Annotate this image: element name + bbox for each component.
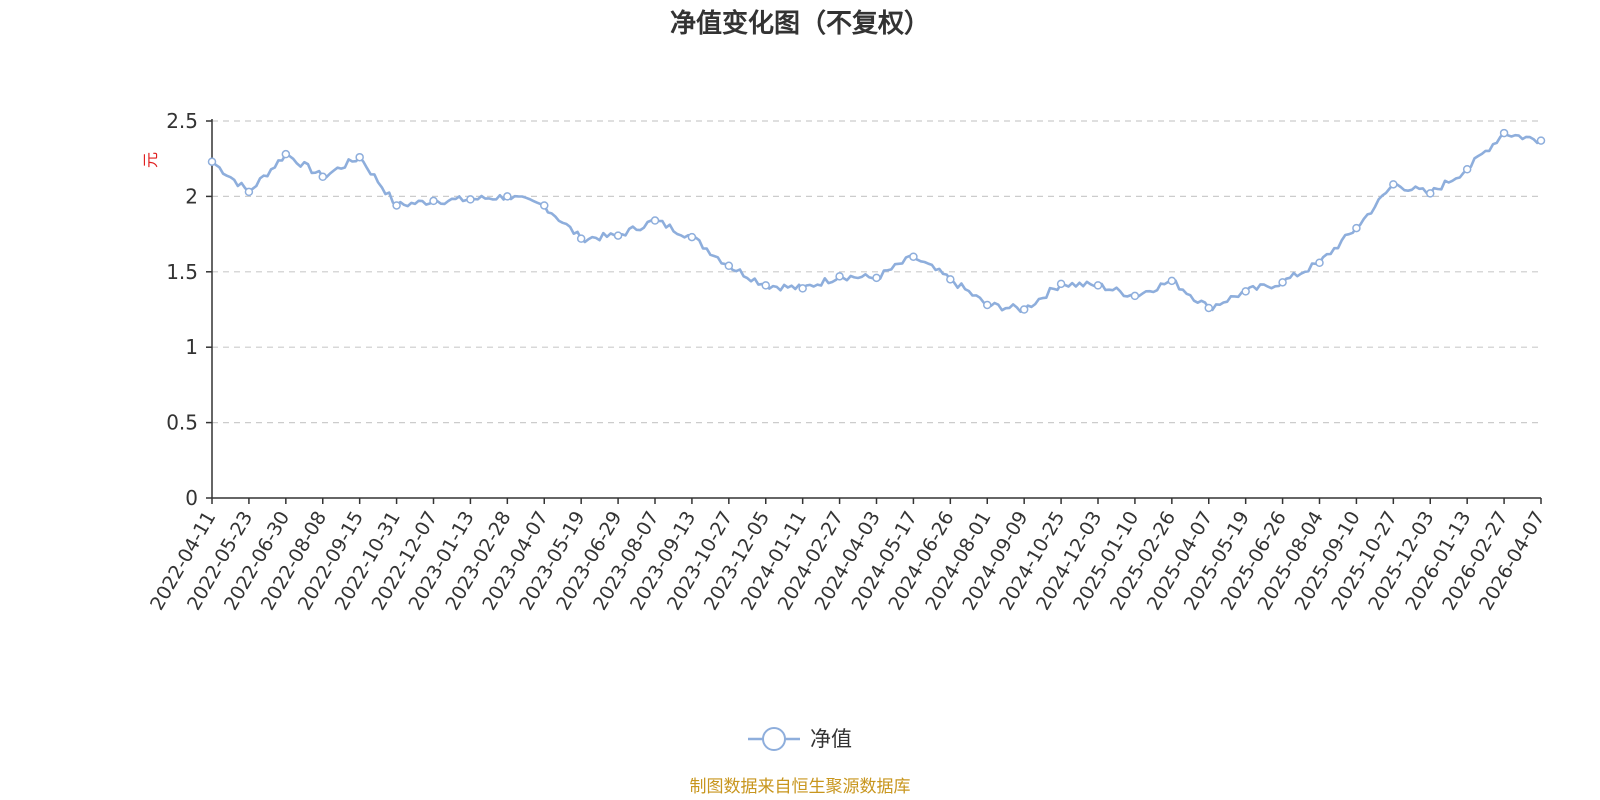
- legend[interactable]: 净值: [748, 727, 852, 751]
- data-point[interactable]: [1352, 223, 1361, 233]
- data-point[interactable]: [946, 275, 955, 284]
- data-point[interactable]: [1056, 279, 1066, 289]
- data-point[interactable]: [1315, 258, 1324, 268]
- y-axis-label: 元: [141, 152, 160, 168]
- data-point[interactable]: [576, 234, 586, 243]
- legend-marker-swatch: [762, 727, 786, 751]
- data-point[interactable]: [466, 195, 475, 204]
- data-point[interactable]: [1093, 281, 1103, 290]
- y-tick-label: 0.5: [166, 411, 198, 435]
- data-point[interactable]: [687, 232, 697, 242]
- y-tick-labels: 0 0.5 1 1.5 2 2.5: [166, 109, 198, 510]
- grid-lines: [212, 120, 1541, 424]
- data-point[interactable]: [281, 149, 291, 159]
- data-point[interactable]: [244, 187, 254, 197]
- chart-title: 净值变化图（不复权）: [670, 8, 930, 39]
- series-layer: [207, 128, 1546, 314]
- data-point[interactable]: [909, 252, 918, 261]
- data-point[interactable]: [650, 216, 660, 225]
- data-point[interactable]: [798, 284, 807, 293]
- data-point[interactable]: [540, 201, 549, 210]
- data-point[interactable]: [318, 172, 327, 182]
- legend-label-nav: 净值: [810, 727, 852, 751]
- y-tick-label: 2.5: [166, 109, 198, 133]
- data-point[interactable]: [835, 272, 844, 281]
- data-point[interactable]: [613, 231, 623, 240]
- data-point[interactable]: [724, 261, 734, 271]
- data-point[interactable]: [1389, 180, 1398, 189]
- data-point[interactable]: [392, 201, 401, 210]
- data-point[interactable]: [1130, 291, 1140, 301]
- data-point[interactable]: [503, 192, 512, 201]
- data-point[interactable]: [1499, 128, 1509, 138]
- data-point[interactable]: [1278, 278, 1287, 287]
- data-point[interactable]: [983, 300, 992, 310]
- y-tick-label: 1: [185, 335, 198, 359]
- x-tick-labels: 2022-04-112022-05-232022-06-302022-08-08…: [146, 507, 1549, 614]
- data-point[interactable]: [1426, 189, 1435, 198]
- y-tick-label: 0: [185, 486, 198, 510]
- data-point[interactable]: [1019, 305, 1029, 314]
- y-tick-label: 1.5: [166, 260, 198, 284]
- data-point[interactable]: [207, 157, 217, 166]
- data-point[interactable]: [1204, 303, 1213, 313]
- axes: [206, 119, 1542, 504]
- data-point[interactable]: [429, 196, 438, 206]
- data-point[interactable]: [1167, 276, 1177, 286]
- data-point[interactable]: [355, 152, 364, 162]
- data-point[interactable]: [1536, 136, 1546, 145]
- data-point[interactable]: [1462, 165, 1472, 174]
- data-point[interactable]: [872, 273, 881, 283]
- data-source-note: 制图数据来自恒生聚源数据库: [690, 777, 911, 797]
- data-point[interactable]: [761, 281, 770, 290]
- y-tick-label: 2: [185, 184, 198, 208]
- series-line-nav: [211, 131, 1542, 313]
- data-point[interactable]: [1241, 287, 1250, 296]
